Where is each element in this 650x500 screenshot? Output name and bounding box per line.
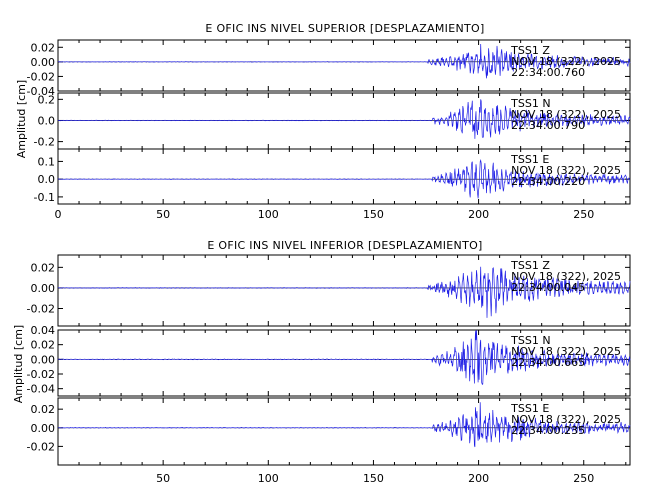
x-tick-label: 200 <box>468 208 489 221</box>
station-annotation: NOV 18 (322), 2025 <box>511 345 621 358</box>
y-tick-label: 0.02 <box>31 403 56 416</box>
panel-frame <box>57 254 631 327</box>
x-tick-label: 250 <box>573 208 594 221</box>
y-tick-label: 0.1 <box>38 155 56 168</box>
lower-level-chart: E OFIC INS NIVEL INFERIOR [DESPLAZAMIENT… <box>12 239 631 485</box>
station-annotation: 22:34:00.760 <box>511 66 585 79</box>
station-annotation: NOV 18 (322), 2025 <box>511 108 621 121</box>
y-tick-label: 0.0 <box>38 173 56 186</box>
x-tick-label: 50 <box>156 208 170 221</box>
station-annotation: NOV 18 (322), 2025 <box>511 270 621 283</box>
y-tick-label: 0.00 <box>31 353 56 366</box>
panel-frame <box>57 329 631 397</box>
upper-level-chart: E OFIC INS NIVEL SUPERIOR [DESPLAZAMIENT… <box>15 22 631 221</box>
y-tick-label: 0.00 <box>31 422 56 435</box>
x-tick-label: 0 <box>55 208 62 221</box>
y-tick-label: 0.02 <box>31 339 56 352</box>
y-tick-label: -0.2 <box>34 136 55 149</box>
waveform-trace <box>57 330 631 385</box>
waveform-trace <box>57 99 631 139</box>
y-tick-label: 0.02 <box>31 41 56 54</box>
y-tick-label: -0.02 <box>27 368 55 381</box>
chart-title: E OFIC INS NIVEL SUPERIOR [DESPLAZAMIENT… <box>205 22 484 35</box>
x-tick-label: 50 <box>156 472 170 485</box>
x-tick-label: 100 <box>258 472 279 485</box>
x-tick-label: 100 <box>258 208 279 221</box>
panel-frame <box>57 39 631 92</box>
panel-frame <box>57 397 631 466</box>
x-tick-label: 150 <box>363 472 384 485</box>
y-axis-label: Amplitud [cm] <box>12 325 25 403</box>
y-tick-label: 0.00 <box>31 282 56 295</box>
y-tick-label: -0.02 <box>27 440 55 453</box>
chart-title: E OFIC INS NIVEL INFERIOR [DESPLAZAMIENT… <box>207 239 482 252</box>
waveform-trace <box>57 159 631 199</box>
panel-frame <box>57 148 631 205</box>
station-annotation: 22:34:00.665 <box>511 356 585 369</box>
x-axis: 0 50 100 150 200 250 <box>55 208 595 221</box>
waveform-trace <box>57 43 631 79</box>
y-tick-label: 0.00 <box>31 56 56 69</box>
station-annotation: TSS1 E <box>510 402 549 415</box>
waveform-trace <box>57 266 631 318</box>
station-annotation: NOV 18 (322), 2025 <box>511 55 621 68</box>
x-tick-label: 150 <box>363 208 384 221</box>
station-annotation: TSS1 E <box>510 153 549 166</box>
y-tick-label: -0.1 <box>34 191 55 204</box>
station-annotation: NOV 18 (322), 2025 <box>511 164 621 177</box>
station-annotation: TSS1 Z <box>510 44 550 57</box>
y-tick-label: -0.04 <box>27 383 55 396</box>
station-annotation: TSS1 N <box>510 334 550 347</box>
y-tick-label: -0.02 <box>27 303 55 316</box>
y-tick-label: 0.04 <box>31 324 56 337</box>
station-annotation: TSS1 Z <box>510 259 550 272</box>
y-tick-label: 0.0 <box>38 114 56 127</box>
x-tick-label: 200 <box>468 472 489 485</box>
y-tick-label: -0.02 <box>27 70 55 83</box>
station-annotation: TSS1 N <box>510 97 550 110</box>
y-tick-label: 0.02 <box>31 261 56 274</box>
station-annotation: 22:34:00.235 <box>511 424 585 437</box>
y-tick-label: -0.04 <box>27 85 55 98</box>
y-tick-label: 0.2 <box>38 93 56 106</box>
y-axis-label: Amplitud [cm] <box>15 80 28 158</box>
x-tick-label: 250 <box>573 472 594 485</box>
station-annotation: NOV 18 (322), 2025 <box>511 413 621 426</box>
station-annotation: 22:34:00.045 <box>511 281 585 294</box>
station-annotation: 22:34:00.790 <box>511 119 585 132</box>
waveform-trace <box>58 402 631 448</box>
station-annotation: 22:34:00.220 <box>511 175 585 188</box>
x-axis: 50 100 150 200 250 <box>156 472 594 485</box>
